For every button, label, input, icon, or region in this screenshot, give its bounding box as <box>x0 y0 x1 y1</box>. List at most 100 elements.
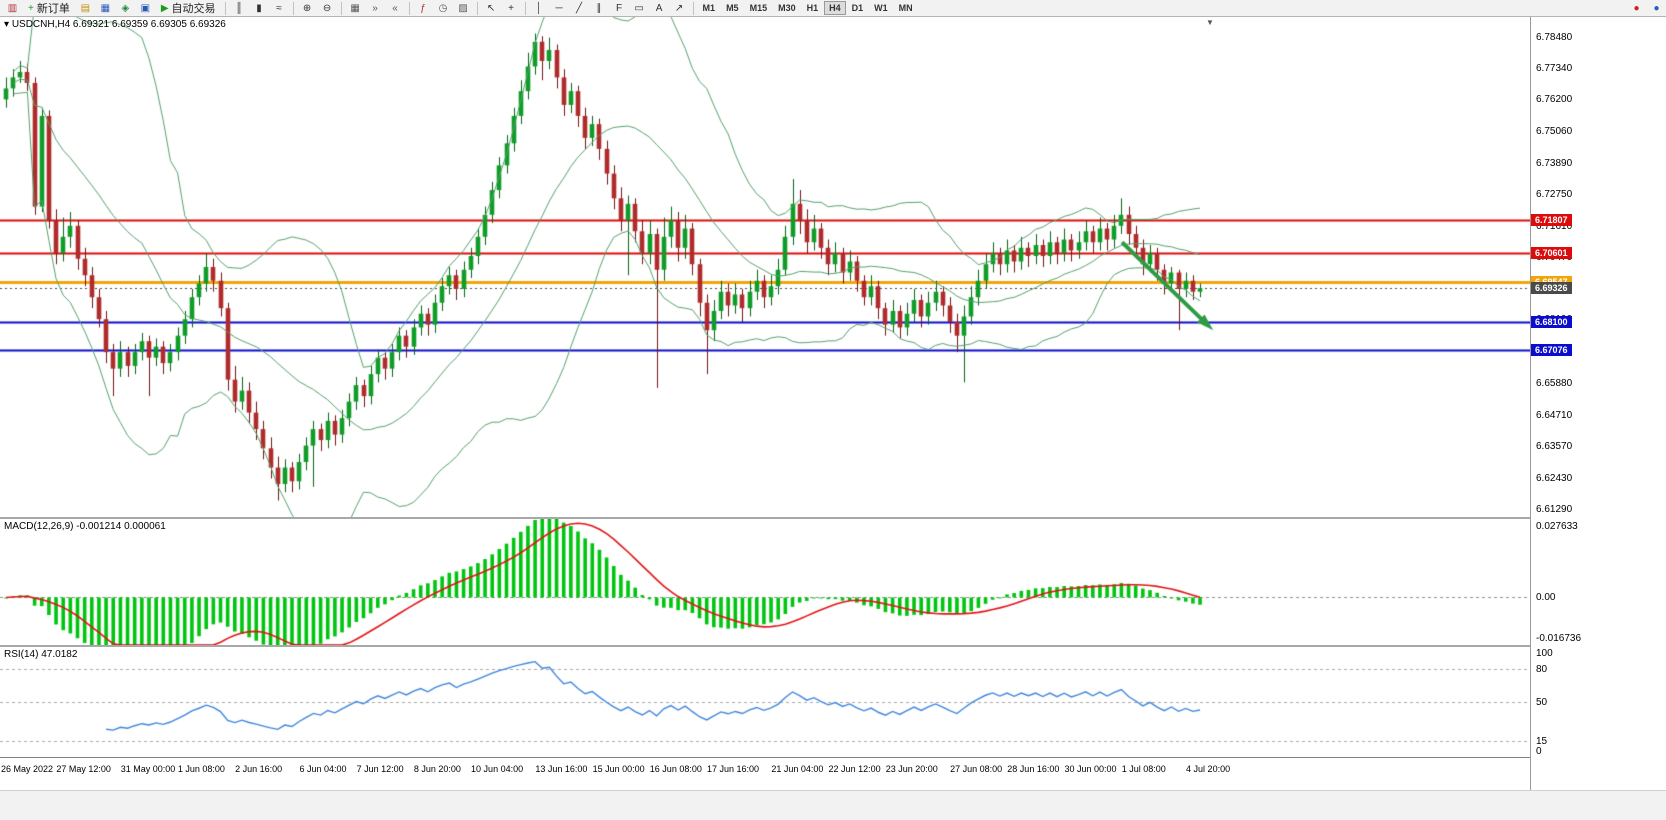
fibonacci-icon[interactable]: F <box>610 1 629 16</box>
symbol-ohlc-header: ▾ USDCNH,H4 6.69321 6.69359 6.69305 6.69… <box>4 19 226 30</box>
time-label: 4 Jul 20:00 <box>1186 764 1231 774</box>
price-axis-label: 6.75060 <box>1536 125 1573 137</box>
horizontal-line-icon[interactable]: ─ <box>550 1 569 16</box>
chart-window-icon[interactable]: ▥ <box>3 1 22 16</box>
rsi-axis-label: 100 <box>1536 648 1553 659</box>
time-label: 21 Jun 04:00 <box>771 764 824 774</box>
toolbar-separator <box>292 1 294 15</box>
auto-trading-button-label: 自动交易 <box>171 3 216 15</box>
bar-chart-icon[interactable]: ║ <box>230 1 249 16</box>
market-watch-icon[interactable]: ▦ <box>96 1 115 16</box>
time-label: 1 Jul 08:00 <box>1121 764 1166 774</box>
rsi-canvas[interactable] <box>0 647 1530 757</box>
rsi-header: RSI(14) 47.0182 <box>4 649 78 660</box>
arrows-icon[interactable]: ↗ <box>670 1 689 16</box>
time-label: 17 Jun 16:00 <box>707 764 760 774</box>
terminal-icon[interactable]: ▣ <box>136 1 155 16</box>
shapes-icon[interactable]: ▭ <box>630 1 649 16</box>
equidistant-channel-icon[interactable]: ∥ <box>590 1 609 16</box>
vertical-line-icon[interactable]: │ <box>530 1 549 16</box>
timeframe-h1[interactable]: H1 <box>802 1 824 15</box>
toolbar-separator <box>524 1 526 15</box>
timeframe-w1[interactable]: W1 <box>869 1 893 15</box>
toolbar-separator <box>340 1 342 15</box>
panel-separator[interactable] <box>0 517 1666 519</box>
panel-separator[interactable] <box>0 645 1666 647</box>
toolbar-separator <box>476 1 478 15</box>
time-label: 27 Jun 08:00 <box>950 764 1003 774</box>
chart-shift-marker[interactable]: ▼ <box>1206 18 1214 27</box>
price-tag: 6.70601 <box>1531 247 1572 260</box>
zoom-out-icon[interactable]: ⊖ <box>318 1 337 16</box>
time-label: 15 Jun 00:00 <box>592 764 645 774</box>
price-axis-label: 6.65880 <box>1536 377 1573 389</box>
rsi-axis-label: 50 <box>1536 697 1548 708</box>
symbol-ohlc-text: USDCNH,H4 6.69321 6.69359 6.69305 6.6932… <box>11 19 226 30</box>
price-tag: 6.67076 <box>1531 344 1572 357</box>
price-axis-label: 6.64710 <box>1536 410 1573 422</box>
rsi-indicator-panel[interactable]: RSI(14) 47.0182 <box>0 647 1530 757</box>
cursor-icon[interactable]: ↖ <box>482 1 501 16</box>
time-label: 23 Jun 20:00 <box>885 764 938 774</box>
price-chart-panel[interactable]: ▾ USDCNH,H4 6.69321 6.69359 6.69305 6.69… <box>0 17 1530 517</box>
time-label: 2 Jun 16:00 <box>235 764 283 774</box>
periods-icon[interactable]: ◷ <box>434 1 453 16</box>
price-axis-label: 6.62430 <box>1536 472 1573 484</box>
zoom-in-icon[interactable]: ⊕ <box>298 1 317 16</box>
alerts-icon[interactable]: ● <box>1627 1 1646 16</box>
profiles-icon[interactable]: ▤ <box>76 1 95 16</box>
timeframe-h4[interactable]: H4 <box>824 1 846 15</box>
timeframe-m15[interactable]: M15 <box>745 1 773 15</box>
price-tag: 6.68100 <box>1531 315 1572 328</box>
indicators-icon[interactable]: ƒ <box>414 1 433 16</box>
timeframe-m5[interactable]: M5 <box>721 1 744 15</box>
price-axis[interactable]: 6.78480 6.77340 6.76200 6.75060 6.73890 6.727… <box>1530 17 1666 790</box>
price-axis-label: 6.78480 <box>1536 31 1573 43</box>
macd-axis-label: -0.016736 <box>1536 633 1582 644</box>
navigator-icon[interactable]: ◈ <box>116 1 135 16</box>
price-axis-label: 6.61290 <box>1536 504 1573 516</box>
auto-trading-icon: ▶ <box>160 2 169 14</box>
timeframe-mn[interactable]: MN <box>894 1 918 15</box>
new-order-button-label: 新订单 <box>36 3 70 15</box>
price-axis-label: 6.73890 <box>1536 157 1573 169</box>
price-chart-canvas[interactable] <box>0 17 1530 517</box>
time-label: 6 Jun 04:00 <box>299 764 347 774</box>
toolbar-right-icons: ● ● <box>1627 1 1666 16</box>
timeframe-m30[interactable]: M30 <box>773 1 801 15</box>
price-tag: 6.69326 <box>1531 282 1572 295</box>
candlestick-chart-icon[interactable]: ▮ <box>250 1 269 16</box>
time-label: 30 Jun 00:00 <box>1064 764 1117 774</box>
time-label: 31 May 00:00 <box>120 764 176 774</box>
line-chart-icon[interactable]: ≈ <box>270 1 289 16</box>
time-label: 8 Jun 20:00 <box>413 764 461 774</box>
chart-shift-icon[interactable]: « <box>386 1 405 16</box>
tile-windows-icon[interactable]: ▦ <box>346 1 365 16</box>
trendline-icon[interactable]: ╱ <box>570 1 589 16</box>
auto-trading-button[interactable]: ▶ 自动交易 <box>156 1 221 16</box>
timeframe-m1[interactable]: M1 <box>698 1 721 15</box>
time-label: 10 Jun 04:00 <box>471 764 524 774</box>
templates-icon[interactable]: ▨ <box>454 1 473 16</box>
community-icon[interactable]: ● <box>1647 1 1666 16</box>
time-label: 16 Jun 08:00 <box>649 764 702 774</box>
chart-marker-icon: ▾ <box>4 19 10 30</box>
timeframe-d1[interactable]: D1 <box>847 1 869 15</box>
price-tag: 6.71807 <box>1531 214 1572 227</box>
toolbar-separator <box>692 1 694 15</box>
macd-canvas[interactable] <box>0 519 1530 645</box>
time-axis[interactable]: 26 May 2022 27 May 12:00 31 May 00:00 1 Jun… <box>0 757 1530 791</box>
new-order-button[interactable]: + 新订单 <box>23 1 75 16</box>
window-bottom <box>0 790 1666 820</box>
macd-indicator-panel[interactable]: MACD(12,26,9) -0.001214 0.000061 <box>0 519 1530 645</box>
rsi-axis-label: 15 <box>1536 735 1548 747</box>
price-axis-label: 6.77340 <box>1536 63 1573 75</box>
price-axis-label: 6.76200 <box>1536 94 1573 106</box>
toolbar: ▥ + 新订单 ▤ ▦ ◈ ▣ ▶ 自动交易 ║ ▮ ≈ ⊕ ⊖ ▦» «ƒ ◷ ▨ ↖ + │ ─ ╱ ∥ F ▭ A ↗ M1 M5 M… <box>0 0 1666 17</box>
toolbar-separator <box>224 1 226 15</box>
time-label: 27 May 12:00 <box>56 764 111 774</box>
auto-scroll-icon[interactable]: » <box>366 1 385 16</box>
rsi-axis-label: 80 <box>1536 664 1548 675</box>
crosshair-icon[interactable]: + <box>502 1 521 16</box>
text-label-icon[interactable]: A <box>650 1 669 16</box>
